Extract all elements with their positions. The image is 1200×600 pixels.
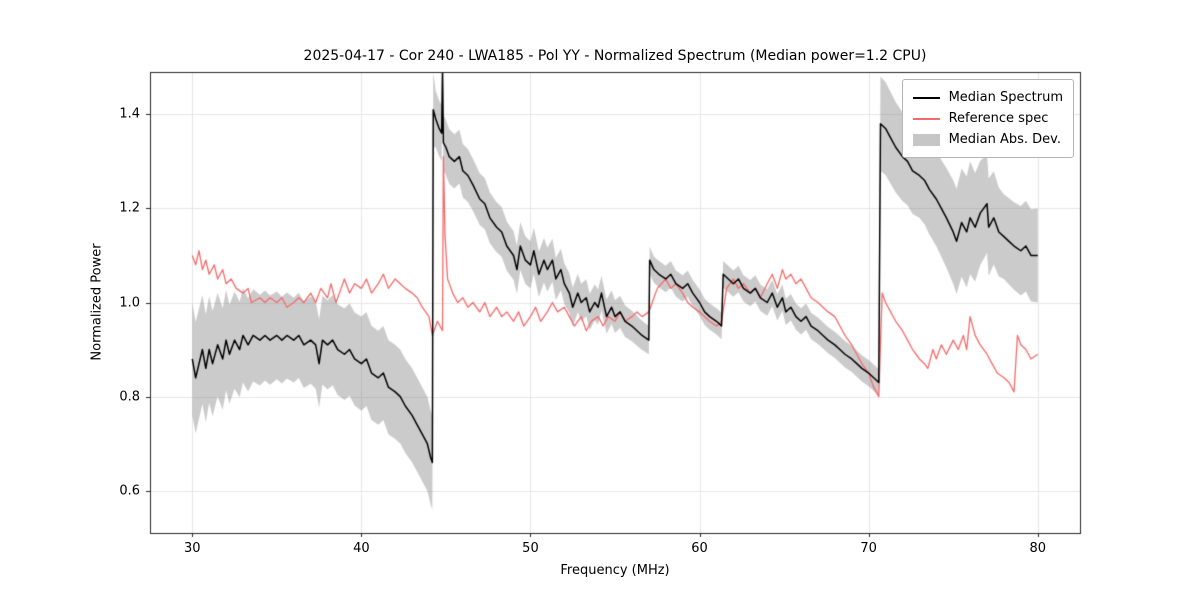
y-tick-label: 0.8 bbox=[119, 389, 140, 405]
x-tick-label: 80 bbox=[1029, 541, 1046, 556]
x-axis-label: Frequency (MHz) bbox=[560, 563, 670, 578]
legend: Median Spectrum Reference spec Median Abs.… bbox=[901, 79, 1074, 158]
legend-label: Reference spec bbox=[948, 111, 1049, 126]
y-axis-label: Normalized Power bbox=[89, 243, 105, 361]
legend-label: Median Spectrum bbox=[948, 90, 1063, 105]
legend-entry: Median Abs. Dev. bbox=[912, 129, 1063, 150]
x-tick-label: 50 bbox=[522, 541, 539, 556]
y-tick-label: 0.6 bbox=[119, 483, 140, 499]
y-tick-label: 1.2 bbox=[119, 200, 140, 216]
legend-entry: Reference spec bbox=[912, 108, 1063, 129]
x-tick-label: 70 bbox=[860, 541, 877, 556]
y-tick-label: 1.0 bbox=[119, 295, 140, 310]
x-tick-label: 30 bbox=[183, 541, 201, 556]
x-tick-label: 60 bbox=[691, 541, 708, 556]
x-tick-label: 40 bbox=[353, 541, 370, 556]
legend-label: Median Abs. Dev. bbox=[948, 132, 1062, 147]
legend-swatch-line-icon bbox=[912, 96, 940, 99]
legend-swatch-line-icon bbox=[912, 117, 940, 120]
legend-entry: Median Spectrum bbox=[912, 87, 1063, 108]
legend-swatch-patch-icon bbox=[912, 133, 940, 146]
chart-title: 2025-04-17 - Cor 240 - LWA185 - Pol YY -… bbox=[303, 48, 927, 64]
y-tick-label: 1.4 bbox=[119, 106, 140, 122]
